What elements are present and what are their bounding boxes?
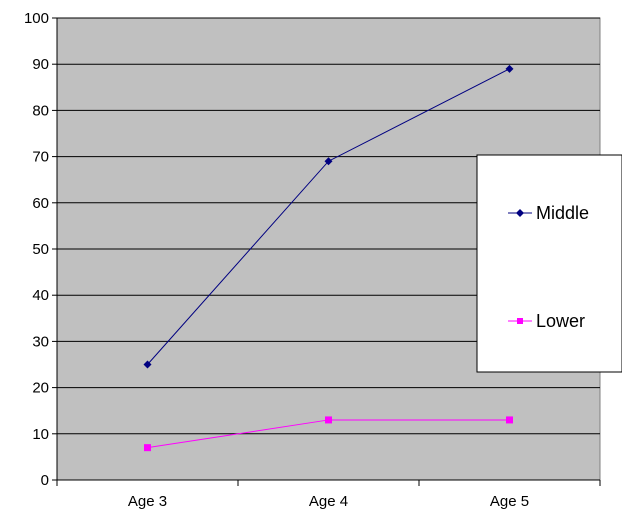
data-point-lower — [325, 416, 332, 424]
y-tick-label: 70 — [32, 149, 49, 166]
y-tick-label: 60 — [32, 195, 49, 212]
legend-label-lower: Lower — [536, 311, 585, 331]
y-tick-label: 30 — [32, 333, 49, 350]
series-middle — [143, 64, 514, 369]
y-tick-label: 50 — [32, 241, 49, 258]
legend-box — [476, 154, 622, 373]
y-tick-label: 100 — [24, 10, 49, 27]
data-point-lower — [144, 444, 151, 452]
x-ticks: Age 3 Age 4 Age 5 — [56, 480, 601, 510]
y-ticks: 0 10 20 30 40 50 60 70 80 90 100 — [24, 10, 57, 489]
y-tick-label: 80 — [32, 102, 49, 119]
series-lower — [144, 416, 513, 452]
data-point-middle — [143, 360, 152, 369]
y-tick-label: 40 — [32, 287, 49, 304]
legend: Middle Lower — [476, 154, 622, 373]
legend-label-middle: Middle — [536, 203, 589, 223]
y-tick-label: 0 — [41, 472, 49, 489]
legend-entry-middle: Middle — [508, 203, 589, 223]
data-point-lower — [506, 416, 513, 424]
legend-marker-lower — [517, 318, 523, 324]
legend-marker-middle — [516, 209, 524, 217]
y-tick-label: 10 — [32, 426, 49, 443]
data-point-middle — [324, 157, 333, 166]
x-tick-label: Age 3 — [128, 493, 167, 510]
data-point-middle — [505, 64, 514, 73]
y-tick-label: 90 — [32, 56, 49, 73]
y-tick-label: 20 — [32, 380, 49, 397]
x-tick-label: Age 4 — [309, 493, 348, 510]
series-layer — [143, 64, 514, 452]
legend-entry-lower: Lower — [508, 311, 585, 331]
x-tick-label: Age 5 — [490, 493, 529, 510]
